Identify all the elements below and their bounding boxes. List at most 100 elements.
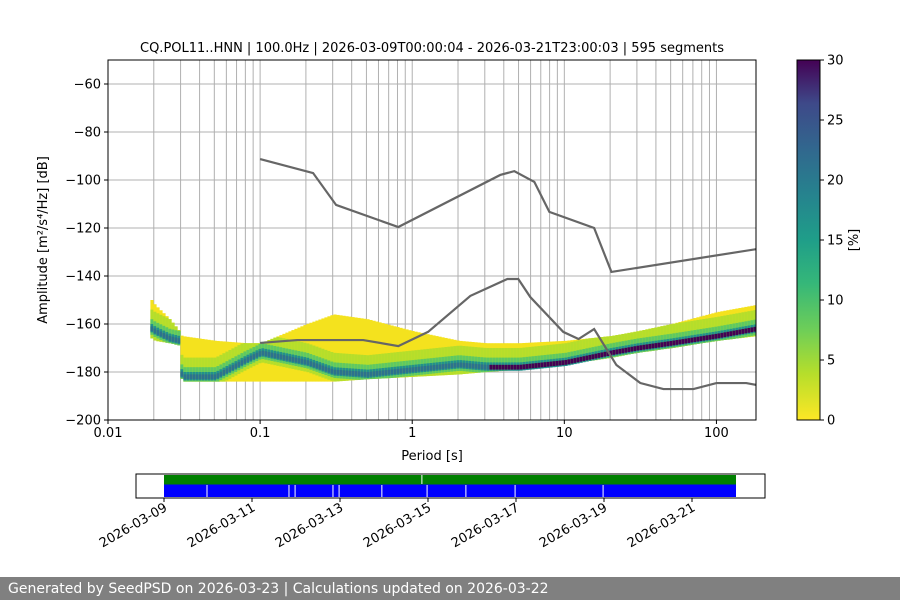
density-cell xyxy=(660,342,664,348)
density-cell xyxy=(300,358,304,364)
colorbar-tick-label: 0 xyxy=(827,414,835,429)
colorbar-tick-label: 5 xyxy=(827,354,835,369)
density-cell xyxy=(630,346,634,352)
density-cell xyxy=(678,339,682,345)
density-cell xyxy=(393,369,397,374)
density-cell xyxy=(636,345,640,351)
density-cell xyxy=(432,365,436,370)
density-cell xyxy=(540,362,544,368)
density-cell xyxy=(276,353,280,359)
timeline-tick-label: 2026-03-21 xyxy=(625,500,698,551)
density-cell xyxy=(504,364,508,370)
density-cell xyxy=(714,333,718,339)
density-cell xyxy=(435,364,439,370)
density-cell xyxy=(165,334,169,340)
density-cell xyxy=(663,341,667,347)
density-cell xyxy=(387,369,391,375)
density-cell xyxy=(507,364,511,370)
density-cell xyxy=(327,367,331,373)
density-cell xyxy=(183,374,187,380)
density-cell xyxy=(351,370,355,376)
density-cell xyxy=(576,357,580,363)
density-cell xyxy=(414,366,418,372)
chart-title: CQ.POL11..HNN | 100.0Hz | 2026-03-09T00:… xyxy=(140,41,724,56)
density-cell xyxy=(633,346,637,352)
y-tick-label: −80 xyxy=(74,126,101,141)
density-cell xyxy=(708,334,712,340)
density-cell xyxy=(750,327,754,333)
ppsd-chart: CQ.POL11..HNN | 100.0Hz | 2026-03-09T00:… xyxy=(36,41,862,551)
density-cell xyxy=(204,374,208,380)
density-heatmap xyxy=(150,300,756,382)
density-cell xyxy=(573,358,577,363)
density-cell xyxy=(396,368,400,374)
density-cell xyxy=(363,371,367,377)
density-cell xyxy=(510,364,514,370)
density-cell xyxy=(582,356,586,362)
density-cell xyxy=(411,367,415,373)
density-cell xyxy=(603,351,607,357)
density-cell xyxy=(231,365,235,370)
plot-frame xyxy=(107,59,757,421)
density-cell xyxy=(384,323,388,379)
density-cell xyxy=(384,370,388,375)
density-cell xyxy=(174,337,178,343)
density-cell xyxy=(366,319,370,380)
density-cell xyxy=(306,360,310,365)
density-cell xyxy=(423,366,427,371)
density-cell xyxy=(687,338,691,343)
density-cell xyxy=(747,327,751,333)
density-cell xyxy=(552,361,556,367)
y-tick-label: −200 xyxy=(65,414,101,429)
density-cell xyxy=(567,359,571,365)
density-cell xyxy=(150,326,154,332)
density-cell xyxy=(462,362,466,368)
density-cell xyxy=(480,364,484,370)
density-cell xyxy=(594,353,598,359)
density-cell xyxy=(210,374,214,380)
density-cell xyxy=(399,368,403,374)
y-tick-label: −120 xyxy=(65,222,101,237)
density-cell xyxy=(735,330,739,335)
density-cell xyxy=(606,351,610,356)
density-cell xyxy=(429,365,433,371)
density-cell xyxy=(156,330,160,335)
timeline-tick-label: 2026-03-13 xyxy=(273,500,346,551)
density-cell xyxy=(366,371,370,377)
density-cell xyxy=(441,364,445,369)
density-cell xyxy=(345,316,349,381)
density-cell xyxy=(558,360,562,366)
density-cell xyxy=(465,363,469,368)
density-cell xyxy=(531,363,535,369)
density-cell xyxy=(282,355,286,360)
density-cell xyxy=(639,345,643,351)
density-cell xyxy=(375,321,379,379)
density-cell xyxy=(597,353,601,358)
density-cell xyxy=(579,356,583,362)
density-cell xyxy=(684,338,688,344)
density-cell xyxy=(405,367,409,373)
density-cell xyxy=(483,364,487,370)
x-tick-label: 0.01 xyxy=(94,426,123,441)
density-cell xyxy=(258,351,262,357)
density-cell xyxy=(648,343,652,349)
density-cell xyxy=(516,364,520,370)
density-cell xyxy=(672,340,676,346)
density-cell xyxy=(381,370,385,376)
density-cell xyxy=(495,364,499,370)
density-cell xyxy=(420,366,424,372)
density-cell xyxy=(390,325,394,378)
density-cell xyxy=(744,328,748,334)
timeline-tick-label: 2026-03-15 xyxy=(361,500,434,551)
density-cell xyxy=(387,324,391,379)
colorbar-label: [%] xyxy=(847,229,862,252)
density-cell xyxy=(357,317,361,380)
density-cell xyxy=(753,326,756,332)
density-cell xyxy=(333,314,337,382)
density-cell xyxy=(315,363,319,369)
density-cell xyxy=(624,347,628,353)
density-cell xyxy=(336,369,340,375)
timeline-tick-label: 2026-03-09 xyxy=(97,500,170,551)
density-cell xyxy=(543,362,547,367)
density-cell xyxy=(534,363,538,368)
